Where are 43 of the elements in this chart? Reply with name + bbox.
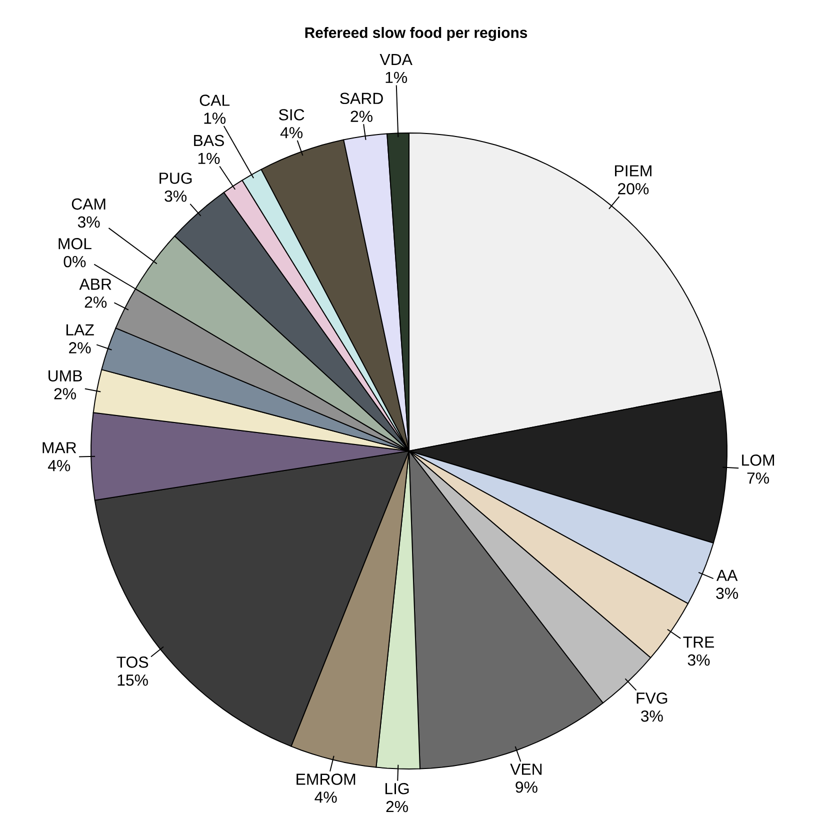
data-label: 2% [69, 342, 91, 354]
slice-label: PUG [160, 172, 192, 184]
category-label: MOL [58, 238, 92, 250]
slice-label: AA [716, 570, 738, 581]
data-label: 2% [84, 296, 107, 308]
slice-label: BAS [194, 134, 224, 146]
data-label: 4% [314, 792, 337, 803]
data-label: 4% [280, 127, 302, 138]
slice-label: EMROM [296, 774, 356, 785]
slice-label: ABR [79, 278, 112, 290]
slice-label: SARD [340, 92, 383, 104]
data-label: 2% [386, 800, 408, 812]
data-label: 3% [641, 710, 663, 722]
data-label: 9% [516, 782, 538, 793]
slice-label: VDA [380, 54, 412, 65]
data-label: 3% [78, 216, 100, 228]
data-label: 3% [716, 588, 738, 599]
data-label: 20% [618, 183, 649, 194]
data-label: 15% [118, 674, 148, 686]
slice-label: TRE [683, 636, 714, 648]
slice-label: CAM [72, 198, 106, 210]
slice-label: FVG [636, 692, 668, 704]
data-label: 3% [688, 654, 710, 666]
data-label: 3% [164, 190, 187, 202]
slice-label: LOM [742, 454, 774, 466]
text: 0% [64, 256, 86, 268]
slice-label: SIC [278, 109, 304, 120]
data-label: 1% [204, 112, 226, 124]
data-label: 1% [386, 72, 408, 84]
data-label: 1% [198, 152, 220, 164]
slice-label: CAL [200, 94, 230, 106]
slice-label: MAR [42, 442, 76, 454]
data-label: 2% [54, 388, 76, 400]
data-label: 4% [48, 460, 70, 472]
slice-label: VEN [510, 764, 542, 775]
data-label: 7% [747, 472, 769, 484]
slice-label: PIEM [615, 165, 652, 176]
chart-title: Refereed slow food per regions [305, 26, 528, 41]
slice-label: LAZ [66, 324, 94, 336]
slice-label: LIG [385, 783, 409, 794]
slice-label: UMB [48, 370, 82, 382]
data-label: 2% [350, 110, 372, 122]
slice-label: TOS [116, 656, 148, 668]
